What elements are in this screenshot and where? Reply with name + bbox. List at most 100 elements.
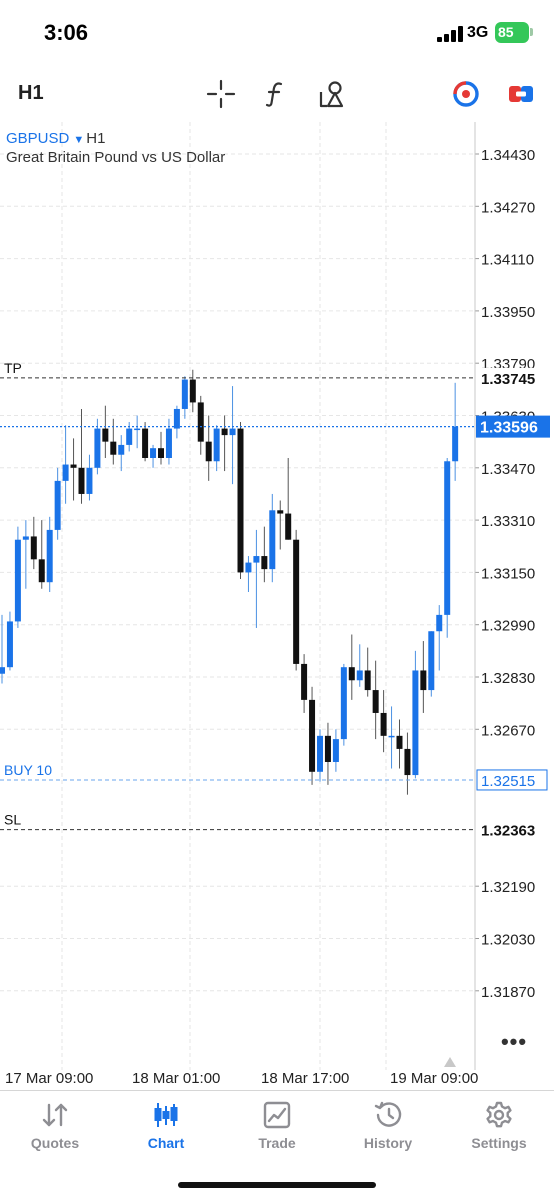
symbol-description: Great Britain Pound vs US Dollar	[6, 149, 226, 166]
candle-body	[46, 529, 53, 583]
candle-body	[70, 464, 77, 468]
price-label: 1.33950	[481, 304, 535, 321]
candle-body	[412, 670, 419, 776]
candle-body	[444, 461, 451, 615]
history-clock-icon	[333, 1099, 443, 1131]
candle-body	[396, 735, 403, 749]
time-label: 17 Mar 09:00	[5, 1070, 94, 1087]
indicator-icon[interactable]	[256, 74, 296, 114]
price-label: 1.33150	[481, 565, 535, 582]
level-price-bg	[477, 819, 549, 840]
battery-level: 85	[498, 24, 514, 40]
candle-body	[380, 712, 387, 736]
tab-label: History	[363, 1135, 413, 1151]
time-axis: 17 Mar 09:00 18 Mar 01:00 18 Mar 17:00 1…	[0, 1070, 554, 1088]
candle-body	[158, 448, 164, 458]
timeframe-button[interactable]: H1	[18, 82, 44, 104]
candle-body	[0, 667, 5, 674]
candle-body	[293, 539, 300, 664]
candle-body	[197, 402, 204, 442]
candle-body	[452, 426, 459, 462]
candle-body	[62, 464, 69, 481]
candle-body	[142, 428, 149, 458]
candle-body	[229, 428, 236, 436]
candle-body	[30, 536, 37, 560]
candle-body	[285, 513, 292, 540]
price-label: 1.34270	[481, 199, 535, 216]
level-price-box	[476, 769, 548, 791]
more-options-icon[interactable]: •••	[500, 1029, 528, 1054]
candle-body	[269, 510, 276, 570]
level-label: TP	[4, 360, 22, 376]
candle-body	[261, 556, 268, 570]
candle-body	[253, 556, 260, 563]
symbol-selector[interactable]: GBPUSD ▼ H1	[6, 130, 105, 147]
price-label: 1.34110	[481, 252, 534, 269]
symbol-name[interactable]: GBPUSD	[6, 130, 70, 147]
tab-bar: Quotes Chart Trade History Settings	[0, 1090, 554, 1162]
candle-body	[420, 670, 427, 691]
tab-chart[interactable]: Chart	[111, 1099, 221, 1155]
tab-settings[interactable]: Settings	[444, 1099, 554, 1155]
objects-icon[interactable]	[313, 74, 353, 114]
candle-body	[356, 670, 363, 681]
candle-body	[14, 539, 21, 622]
chart-area[interactable]: 1.344301.342701.341101.339501.337901.336…	[0, 122, 554, 1070]
level-price: 1.32363	[481, 823, 535, 840]
level-price: 1.33745	[481, 371, 535, 388]
candle-body	[213, 428, 220, 462]
candle-body	[388, 735, 395, 738]
one-click-trading-icon[interactable]	[501, 74, 541, 114]
price-label: 1.33310	[481, 513, 535, 530]
candle-body	[237, 428, 244, 573]
symbol-dropdown-icon[interactable]: ▼	[73, 134, 85, 146]
candle-body	[134, 428, 141, 431]
candlestick-chart-icon	[111, 1099, 221, 1131]
candle-body	[165, 428, 172, 458]
level-label: SL	[4, 812, 21, 828]
current-price-label: 1.33596	[480, 420, 538, 437]
candle-body	[150, 448, 157, 458]
tab-quotes[interactable]: Quotes	[0, 1099, 110, 1155]
price-label: 1.32190	[481, 879, 535, 896]
candle-body	[428, 631, 435, 691]
network-type: 3G	[467, 24, 489, 41]
candle-body	[348, 667, 355, 681]
battery-cap	[530, 28, 533, 36]
trade-chart-icon	[222, 1099, 332, 1131]
candle-body	[22, 536, 29, 540]
candle-body	[86, 467, 93, 494]
candle-body	[324, 735, 331, 762]
price-label: 1.32830	[481, 670, 535, 687]
status-bar: 3:06 3G 85	[0, 0, 554, 66]
price-label: 1.34430	[481, 147, 535, 164]
settings-gear-icon	[444, 1099, 554, 1131]
candle-body	[205, 441, 212, 462]
candle-body	[6, 621, 13, 668]
level-price: 1.32515	[481, 773, 535, 790]
tab-trade[interactable]: Trade	[222, 1099, 332, 1155]
chart-shift-marker	[444, 1057, 456, 1067]
candle-body	[181, 379, 188, 409]
tab-history[interactable]: History	[333, 1099, 443, 1155]
candle-body	[277, 510, 284, 514]
price-label: 1.32030	[481, 932, 535, 949]
candle-body	[404, 748, 411, 776]
tab-label: Chart	[147, 1135, 185, 1151]
price-chart[interactable]: 1.344301.342701.341101.339501.337901.336…	[0, 122, 554, 1070]
candle-body	[94, 428, 101, 468]
tab-label: Settings	[471, 1135, 527, 1151]
candle-body	[173, 408, 180, 429]
battery-icon: 85	[495, 22, 529, 43]
crosshair-icon[interactable]	[201, 74, 241, 114]
candle-body	[436, 614, 443, 632]
candle-body	[221, 428, 228, 436]
trade-color-icon[interactable]	[446, 74, 486, 114]
candle-body	[340, 667, 347, 740]
current-price-box	[476, 415, 550, 438]
candle-body	[309, 699, 316, 772]
candle-body	[78, 467, 85, 494]
time-label: 18 Mar 01:00	[132, 1070, 221, 1087]
price-label: 1.32670	[481, 722, 535, 739]
candle-body	[317, 735, 323, 772]
